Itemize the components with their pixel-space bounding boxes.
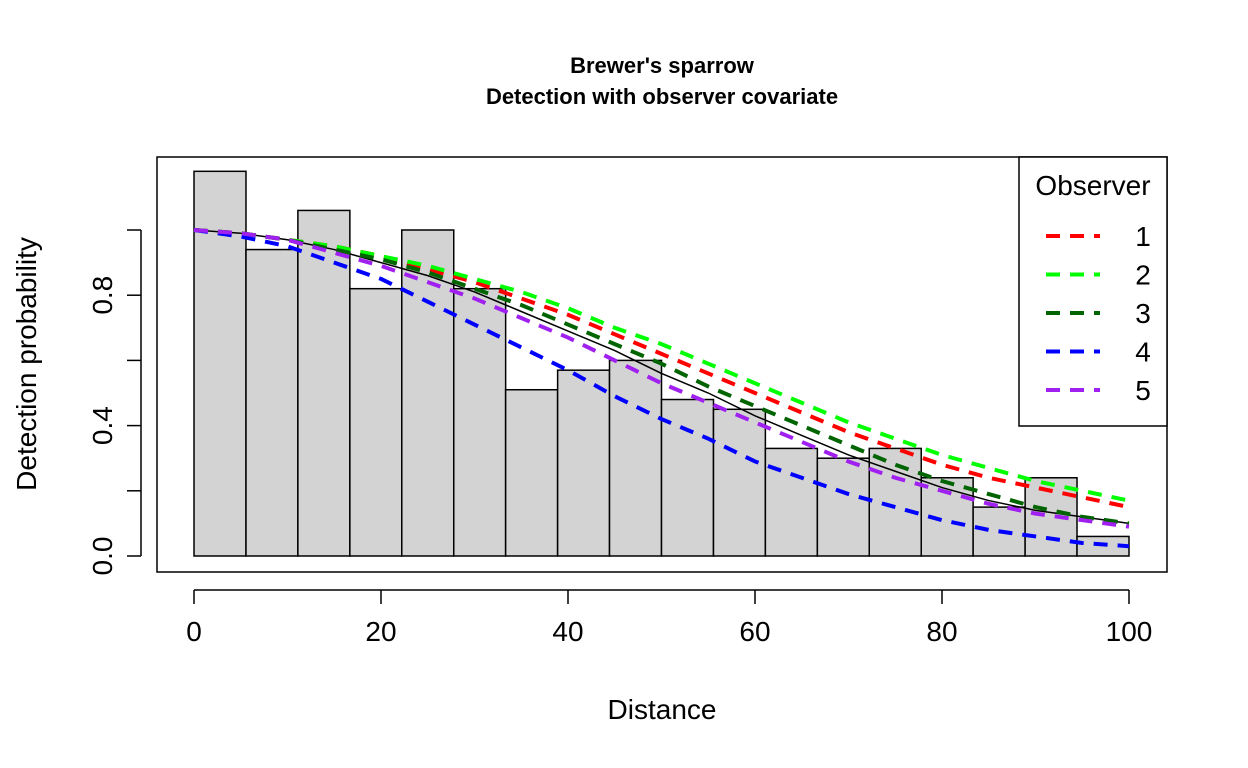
histogram-bar — [297, 209, 351, 557]
chart-title: Brewer's sparrow — [570, 53, 755, 78]
observer-4-curve — [193, 228, 1130, 549]
x-tick-label: 0 — [186, 616, 202, 647]
x-axis-label: Distance — [608, 694, 717, 725]
legend-label: 4 — [1135, 337, 1151, 368]
observer-curves — [193, 228, 1130, 549]
histogram-bars — [193, 170, 1130, 557]
x-tick-label: 40 — [552, 616, 583, 647]
legend-label: 2 — [1135, 260, 1151, 291]
legend-label: 1 — [1135, 221, 1151, 252]
observer-2-curve — [193, 228, 1130, 503]
y-axis: 0.0 0.4 0.8 — [87, 229, 142, 576]
x-tick-label: 60 — [739, 616, 770, 647]
chart-subtitle: Detection with observer covariate — [486, 84, 838, 109]
histogram-bar — [608, 359, 663, 557]
histogram-bar — [504, 388, 559, 557]
legend: Observer 1 2 3 4 5 — [1018, 156, 1168, 427]
legend-items: 1 2 3 4 5 — [1046, 221, 1151, 406]
x-axis: 0 20 40 60 80 100 — [186, 589, 1153, 647]
histogram-bar — [452, 287, 507, 557]
y-tick-label: 0.0 — [87, 537, 118, 576]
histogram-bar — [349, 287, 403, 557]
histogram-bar — [712, 408, 767, 557]
legend-label: 3 — [1135, 298, 1151, 329]
x-tick-label: 100 — [1106, 616, 1153, 647]
y-tick-label: 0.8 — [87, 276, 118, 315]
histogram-bar — [401, 229, 455, 557]
x-tick-label: 80 — [926, 616, 957, 647]
observer-5-curve — [193, 228, 1130, 529]
y-tick-label: 0.4 — [87, 406, 118, 445]
legend-box — [1018, 156, 1168, 427]
histogram-bar — [556, 369, 611, 557]
histogram-bar — [245, 248, 299, 557]
histogram-bar — [764, 447, 819, 557]
histogram-bar — [816, 457, 871, 557]
histogram-bar — [660, 398, 715, 557]
y-axis-label: Detection probability — [11, 237, 42, 491]
legend-title: Observer — [1035, 170, 1150, 201]
x-tick-label: 20 — [365, 616, 396, 647]
observer-3-curve — [193, 228, 1130, 526]
legend-label: 5 — [1135, 375, 1151, 406]
